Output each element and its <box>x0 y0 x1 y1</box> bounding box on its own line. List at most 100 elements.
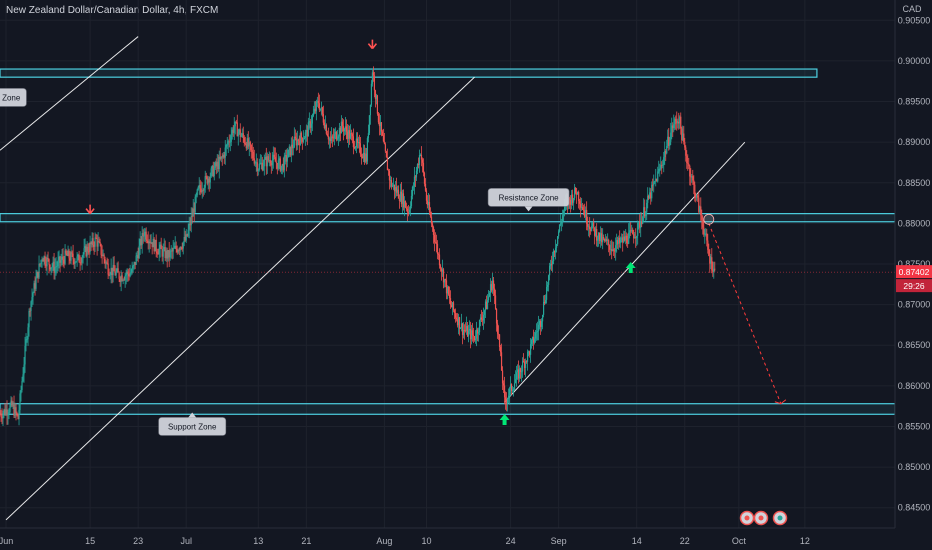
candle-body <box>49 264 51 270</box>
candle-body <box>489 284 492 294</box>
x-tick-label: 24 <box>506 536 516 546</box>
candle-body <box>575 187 577 193</box>
candle-body <box>612 249 614 251</box>
candle-body <box>224 147 226 158</box>
candle-body <box>541 321 543 327</box>
candle-body <box>162 249 164 257</box>
candle-body <box>241 133 243 136</box>
candle-body <box>696 195 698 198</box>
candle-body <box>124 275 126 280</box>
candle-body <box>288 146 290 150</box>
event-icon[interactable] <box>739 510 755 526</box>
event-icons[interactable] <box>739 510 788 526</box>
candle-body <box>663 157 665 165</box>
candle-body <box>455 317 458 320</box>
candle-body <box>266 156 268 167</box>
candle-body <box>422 162 425 173</box>
candle-body <box>513 383 516 390</box>
candle-body <box>508 388 511 396</box>
candle-body <box>373 75 376 91</box>
candle-body <box>430 216 433 224</box>
candle-body <box>287 149 289 158</box>
candle-body <box>27 327 29 340</box>
candle-body <box>627 243 629 244</box>
candle-body <box>667 136 669 147</box>
candle-body <box>414 176 417 178</box>
candle-body <box>677 121 679 124</box>
candle-body <box>426 200 429 206</box>
zone-label-pointer <box>524 206 533 212</box>
candle-body <box>360 154 363 157</box>
candle-body <box>454 312 457 318</box>
candle-body <box>597 239 599 241</box>
candle-body <box>364 153 367 162</box>
candle-body <box>499 347 502 353</box>
candle-body <box>639 222 641 228</box>
candle-body <box>596 228 598 241</box>
candle-body <box>470 330 473 340</box>
candle-body <box>31 297 33 302</box>
event-icon[interactable] <box>753 510 769 526</box>
zone-label-box <box>0 88 27 107</box>
candle-body <box>320 107 322 109</box>
candle-body <box>181 248 183 250</box>
candle-body <box>70 252 72 261</box>
flag-icon[interactable] <box>772 510 788 526</box>
candle-body <box>552 261 554 265</box>
candle-body <box>403 201 406 208</box>
candle-body <box>256 162 258 171</box>
candle-body <box>700 206 702 216</box>
candle-body <box>510 384 513 391</box>
candle-body <box>86 246 88 257</box>
candle-body <box>397 189 400 199</box>
candle-body <box>457 317 460 326</box>
candle-body <box>106 262 108 264</box>
candle-body <box>165 250 167 259</box>
chart-title: New Zealand Dollar/Canadian Dollar, 4h, … <box>6 5 219 16</box>
candle-body <box>329 138 331 141</box>
candle-body <box>25 339 27 346</box>
candle-body <box>408 209 411 213</box>
candle-body <box>84 246 86 249</box>
candle-body <box>316 100 318 102</box>
candle-body <box>116 268 118 272</box>
candle-body <box>274 157 276 162</box>
candle-body <box>100 244 102 255</box>
candle-body <box>328 138 330 140</box>
candle-body <box>570 199 572 205</box>
candle-body <box>392 184 395 186</box>
x-tick-label: 22 <box>680 536 690 546</box>
candle-body <box>212 165 214 177</box>
candle-body <box>495 308 498 324</box>
candle-body <box>206 176 208 184</box>
candle-body <box>119 278 121 282</box>
candle-body <box>545 299 547 304</box>
candle-body <box>531 336 534 340</box>
candle-body <box>611 249 613 251</box>
candle-body <box>674 119 676 125</box>
candle-body <box>710 257 712 264</box>
candle-body <box>268 160 270 161</box>
candle-body <box>662 164 664 166</box>
candle-body <box>245 143 247 149</box>
candle-body <box>501 370 504 384</box>
candle-body <box>578 191 580 202</box>
candle-body <box>117 268 119 273</box>
candle-body <box>77 254 79 257</box>
candle-body <box>362 152 365 159</box>
candle-body <box>500 352 503 371</box>
candle-body <box>633 234 635 239</box>
candle-body <box>469 328 472 340</box>
candle-body <box>129 273 131 277</box>
candle-body <box>10 400 12 406</box>
candle-body <box>438 254 441 266</box>
candle-body <box>285 155 287 162</box>
candle-body <box>416 164 419 171</box>
candle-body <box>487 296 490 301</box>
x-tick-label: 21 <box>301 536 311 546</box>
candle-body <box>229 141 231 143</box>
candle-body <box>643 207 645 217</box>
candle-body <box>365 153 368 162</box>
candle-body <box>271 160 273 166</box>
